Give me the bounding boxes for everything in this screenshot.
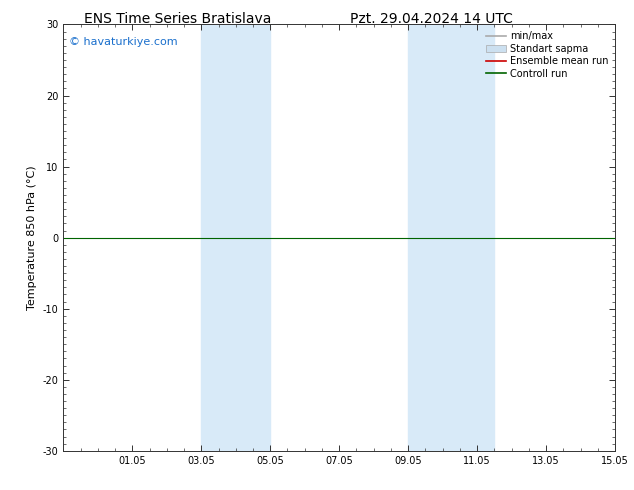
Y-axis label: Temperature 850 hPa (°C): Temperature 850 hPa (°C) <box>27 165 37 310</box>
Legend: min/max, Standart sapma, Ensemble mean run, Controll run: min/max, Standart sapma, Ensemble mean r… <box>484 29 610 80</box>
Text: ENS Time Series Bratislava: ENS Time Series Bratislava <box>84 12 271 26</box>
Text: © havaturkiye.com: © havaturkiye.com <box>69 37 178 48</box>
Text: Pzt. 29.04.2024 14 UTC: Pzt. 29.04.2024 14 UTC <box>350 12 512 26</box>
Bar <box>408 24 495 451</box>
Bar <box>202 24 270 451</box>
